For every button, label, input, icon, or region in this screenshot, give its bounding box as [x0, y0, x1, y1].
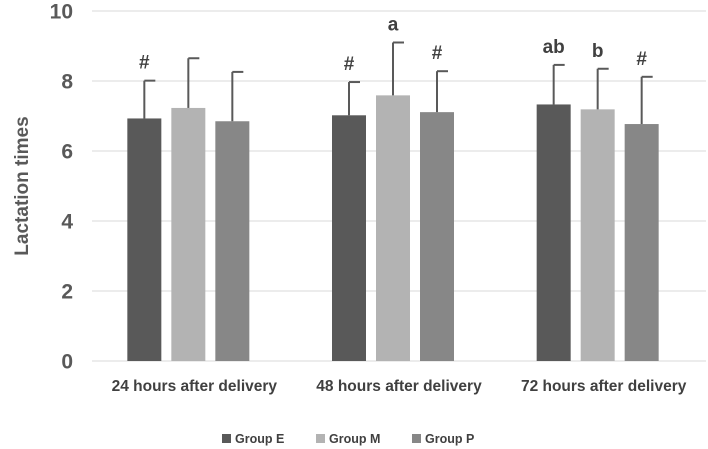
y-axis-ticks: 0 2 4 6 8 10 [50, 1, 74, 374]
bar [171, 107, 206, 361]
significance-label: # [139, 53, 150, 74]
significance-label: ab [543, 37, 565, 58]
y-tick-label: 8 [61, 71, 73, 94]
legend-swatch [412, 434, 421, 443]
bars [127, 95, 659, 362]
legend-label: Group E [235, 432, 284, 446]
legend-swatch [316, 434, 325, 443]
significance-label: # [344, 54, 355, 75]
y-tick-label: 0 [61, 351, 73, 374]
y-tick-label: 10 [50, 1, 73, 24]
x-axis-categories: 24 hours after delivery 48 hours after de… [112, 378, 687, 395]
bar [624, 124, 659, 361]
legend-swatch [222, 434, 231, 443]
significance-labels: # # a # ab b # [139, 15, 647, 76]
significance-label: # [636, 49, 647, 70]
bar [580, 109, 615, 361]
significance-label: a [388, 15, 399, 36]
x-category-label: 48 hours after delivery [316, 378, 482, 395]
bar [420, 112, 454, 362]
bar [215, 121, 250, 361]
x-category-label: 24 hours after delivery [112, 378, 278, 395]
bar [376, 95, 410, 361]
y-tick-label: 6 [61, 141, 73, 164]
y-axis-title: Lactation times [12, 116, 33, 255]
x-category-label: 72 hours after delivery [521, 378, 687, 395]
significance-label: b [592, 41, 604, 62]
significance-label: # [432, 43, 443, 64]
legend-label: Group P [425, 432, 474, 446]
bar [332, 115, 366, 361]
legend-label: Group M [329, 432, 380, 446]
error-bars [143, 41, 653, 125]
y-tick-label: 2 [61, 281, 73, 304]
legend: Group E Group M Group P [222, 432, 474, 446]
bar [536, 104, 571, 361]
y-tick-label: 4 [61, 211, 73, 234]
bar [127, 118, 162, 361]
